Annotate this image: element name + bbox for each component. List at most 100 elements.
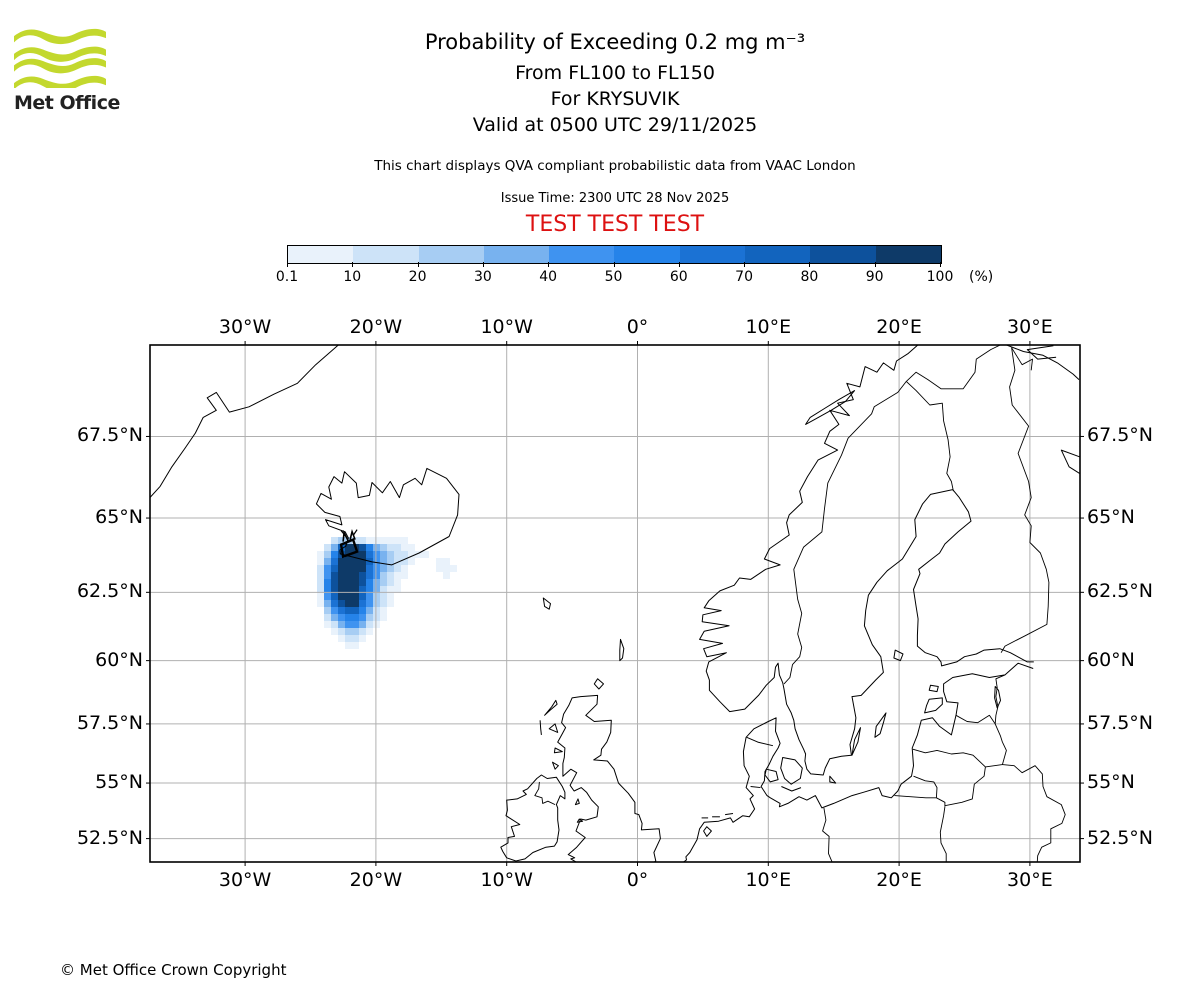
lat-label-left: 67.5°N [76, 424, 143, 447]
plume-cell [373, 579, 380, 586]
coastline-gotland [874, 712, 887, 738]
plume-cell [338, 614, 345, 621]
plume-cell [338, 621, 345, 628]
coastline-lofoten [805, 390, 856, 425]
plume-cell [338, 628, 345, 635]
coastline-skye [548, 723, 559, 733]
lon-label-bottom: 30°E [1007, 869, 1053, 891]
coastline-frisian3 [725, 813, 734, 816]
colorbar-tick-label: 50 [604, 269, 623, 285]
plume-cell [373, 607, 380, 614]
plume-cell [317, 579, 324, 586]
colorbar-segment-8 [745, 246, 811, 263]
border-finland_russia [1000, 347, 1050, 653]
plume-cell [359, 537, 366, 544]
plume-cell [373, 537, 380, 544]
plume-cell [352, 593, 359, 600]
plume-cell [373, 586, 380, 593]
plume-cell [394, 586, 401, 593]
plume-cell [359, 586, 366, 593]
colorbar-segment-1 [288, 246, 354, 263]
plume-cell [366, 572, 373, 579]
plume-cell [401, 572, 408, 579]
plume-cell [387, 579, 394, 586]
plume-cell [352, 642, 359, 649]
plume-cell [352, 572, 359, 579]
coastline-kola_coast [1005, 345, 1080, 380]
plume-cell [366, 586, 373, 593]
test-banner: TEST TEST TEST [525, 212, 705, 237]
coastline-hiiumaa [928, 684, 939, 693]
border-lithuania_kaliningrad [913, 775, 938, 798]
flight-level-subtitle: From FL100 to FL150 [515, 62, 715, 84]
plume-cell [373, 593, 380, 600]
coastline-peipus_lake [994, 686, 1001, 709]
lat-label-left: 62.5°N [76, 580, 143, 603]
lon-label-top: 20°W [349, 316, 403, 338]
plume-cell [338, 607, 345, 614]
plume-cell [317, 586, 324, 593]
lon-label-top: 10°W [480, 316, 533, 338]
coastline-funen [764, 768, 779, 783]
colorbar-segment-5 [549, 246, 615, 263]
plume-cell [345, 565, 352, 572]
plume-cell [338, 635, 345, 642]
colorbar-tick-label: 30 [473, 269, 492, 285]
plume-cell [324, 551, 331, 558]
border-norway_finland [905, 345, 1002, 390]
plume-cell [443, 572, 450, 579]
coastline-scandinavia [699, 345, 1034, 776]
plume-cell [331, 600, 338, 607]
coastline-aland [893, 649, 904, 662]
plume-cell [443, 558, 450, 565]
plume-cell [380, 572, 387, 579]
coastline-mull [553, 747, 563, 754]
colorbar-tick [678, 262, 680, 267]
plume-cell [331, 614, 338, 621]
chart-title: Probability of Exceeding 0.2 mg m⁻³ [424, 30, 806, 54]
coastline-isle_of_man [574, 798, 580, 806]
colorbar-tick [809, 262, 811, 267]
plume-cell [317, 572, 324, 579]
plume-cell [380, 579, 387, 586]
plume-cell [345, 593, 352, 600]
met-office-waves-icon [14, 28, 106, 92]
plume-cell [387, 593, 394, 600]
plume-cell [359, 579, 366, 586]
graticule [150, 345, 1080, 862]
lon-label-top: 0° [626, 316, 649, 338]
map [146, 341, 1084, 866]
coastline-white_sea [1060, 449, 1080, 474]
plume-cell [317, 593, 324, 600]
lon-label-bottom: 10°W [480, 869, 533, 891]
colorbar-tick-label: 10 [343, 269, 362, 285]
plume-cell [359, 614, 366, 621]
country-borders [534, 345, 1066, 862]
plume-cell [324, 558, 331, 565]
plume-cell [345, 579, 352, 586]
lat-label-left: 60°N [95, 648, 143, 671]
coastline-zealand [780, 757, 803, 785]
plume-cell [359, 600, 366, 607]
plume-cell [317, 565, 324, 572]
border-estonia_latvia [955, 714, 996, 725]
plume-cell [331, 537, 338, 544]
plume-cell [352, 628, 359, 635]
plume-cell [394, 565, 401, 572]
plume-cell [387, 551, 394, 558]
colorbar-tick-label: 80 [800, 269, 819, 285]
volcano-subtitle: For KRYSUVIK [550, 88, 680, 110]
issue-time: Issue Time: 2300 UTC 28 Nov 2025 [500, 191, 730, 206]
coastline-iceland [315, 467, 460, 566]
coastline-shetland [619, 638, 625, 662]
plume-cell [324, 607, 331, 614]
border-poland_belarus [939, 806, 947, 862]
plume-cell [373, 565, 380, 572]
border-belarus_russia [1002, 764, 1066, 862]
colorbar-unit-label: (%) [969, 269, 994, 285]
colorbar-tick [613, 262, 615, 267]
plume-cell [387, 537, 394, 544]
plume-cell [324, 572, 331, 579]
colorbar-segment-2 [353, 246, 419, 263]
plume-cell [380, 537, 387, 544]
